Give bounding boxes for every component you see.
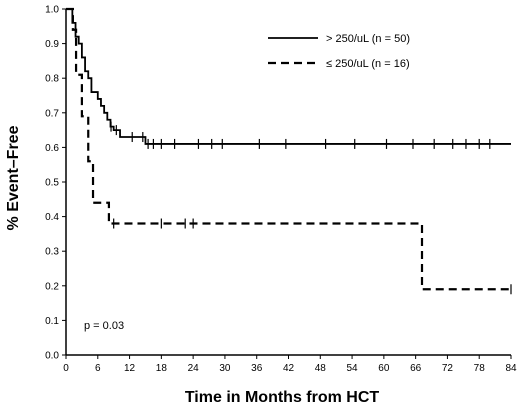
series-2	[66, 7, 512, 295]
x-tick-label: 54	[347, 363, 359, 374]
x-tick-label: 36	[251, 363, 263, 374]
legend-label: ≤ 250/uL (n = 16)	[326, 58, 410, 70]
y-tick-label: 0.9	[45, 39, 59, 50]
y-tick-label: 0.5	[45, 178, 59, 189]
x-tick-label: 78	[474, 363, 486, 374]
x-tick-label: 0	[63, 363, 69, 374]
series-1	[66, 8, 511, 149]
legend-label: > 250/uL (n = 50)	[326, 33, 410, 45]
x-tick-label: 6	[95, 363, 101, 374]
y-tick-label: 1.0	[45, 5, 59, 16]
x-tick-label: 30	[219, 363, 231, 374]
y-tick-label: 0.8	[45, 74, 59, 85]
x-tick-label: 60	[378, 363, 390, 374]
series-line	[66, 8, 511, 145]
y-tick-label: 0.0	[45, 351, 59, 362]
y-tick-label: 0.3	[45, 247, 59, 258]
axes: 0.0 0.1 0.2 0.3 0.4 0.5 0.6 0.7 0.8 0.9 1.0 0 6 12 18 2…	[45, 5, 517, 375]
x-tick-label: 42	[283, 363, 295, 374]
x-axis-title: Time in Months from HCT	[185, 389, 380, 406]
x-tick-label: 72	[442, 363, 454, 374]
y-tick-label: 0.4	[45, 212, 59, 223]
y-tick-label: 0.1	[45, 316, 59, 327]
series-group	[66, 7, 512, 295]
x-tick-label: 18	[156, 363, 168, 374]
legend: > 250/uL (n = 50) ≤ 250/uL (n = 16)	[268, 33, 410, 70]
x-tick-label: 48	[315, 363, 327, 374]
x-tick-label: 66	[410, 363, 422, 374]
x-tick-label: 84	[505, 363, 517, 374]
series-line	[66, 7, 511, 291]
y-tick-label: 0.7	[45, 108, 59, 119]
y-tick-label: 0.2	[45, 281, 59, 292]
y-axis-title: % Event–Free	[5, 125, 22, 230]
x-tick-label: 12	[124, 363, 136, 374]
y-tick-label: 0.6	[45, 143, 59, 154]
x-tick-label: 24	[188, 363, 200, 374]
p-value-annotation: p = 0.03	[84, 320, 124, 332]
